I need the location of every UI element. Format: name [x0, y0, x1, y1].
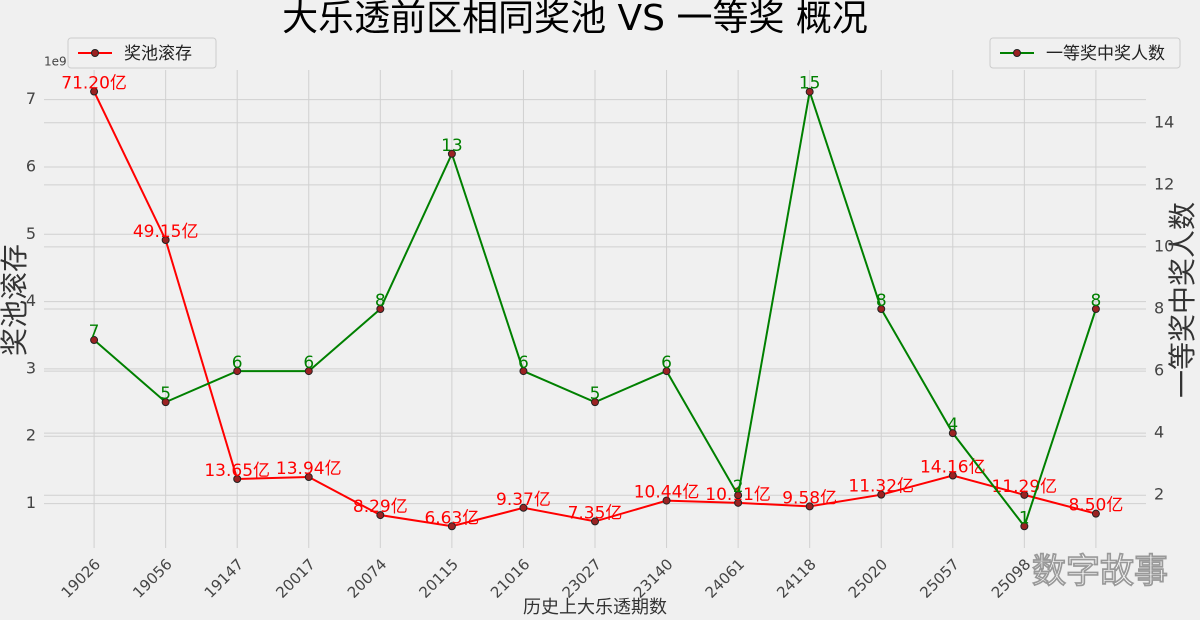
data-point: [519, 367, 528, 376]
data-label: 5: [590, 384, 601, 404]
y-tick-label: 6: [26, 156, 36, 175]
y-tick-label: 2: [26, 426, 36, 445]
data-label: 11.29亿: [992, 477, 1058, 497]
x-axis-label: 历史上大乐透期数: [523, 597, 667, 618]
data-point: [1091, 509, 1100, 518]
data-label: 8.29亿: [353, 497, 408, 517]
data-label: 14.16亿: [920, 458, 986, 478]
data-label: 9.37亿: [496, 490, 551, 510]
data-point: [734, 491, 743, 500]
data-point: [304, 367, 313, 376]
data-point: [948, 471, 957, 480]
data-label: 13: [441, 136, 463, 156]
data-label: 71.20亿: [61, 74, 127, 94]
data-label: 7.35亿: [568, 503, 623, 523]
data-label: 7: [89, 322, 100, 342]
data-point: [948, 429, 957, 438]
data-point: [447, 149, 456, 158]
data-label: 13.94亿: [276, 459, 342, 479]
data-point: [1020, 522, 1029, 531]
y-offset-label: 1e9: [44, 55, 67, 69]
data-label: 4: [947, 415, 958, 435]
data-label: 8: [876, 291, 887, 311]
data-label: 1: [1019, 508, 1030, 528]
legend-box: [67, 37, 217, 69]
y-tick-label: 3: [26, 358, 36, 377]
data-label: 2: [733, 477, 744, 497]
y-tick-label: 1: [26, 493, 36, 512]
y2-tick-label: 14: [1154, 112, 1174, 131]
y-tick-label: 5: [26, 224, 36, 243]
y-tick-label: 7: [26, 89, 36, 108]
data-point: [734, 498, 743, 507]
y2-tick-label: 8: [1154, 299, 1164, 318]
data-point: [662, 496, 671, 505]
data-point: [447, 522, 456, 531]
data-point: [805, 87, 814, 96]
data-label: 11.32亿: [848, 477, 914, 497]
data-label: 5: [160, 384, 171, 404]
data-label: 10.44亿: [634, 483, 700, 503]
data-point: [519, 503, 528, 512]
y2-tick-label: 10: [1154, 236, 1174, 255]
data-label: 8.50亿: [1068, 496, 1123, 516]
y-axis-label: 奖池滚存: [0, 244, 31, 356]
legend-label: 奖池滚存: [124, 44, 192, 64]
data-point: [591, 517, 599, 526]
data-point: [591, 398, 599, 407]
data-point: [90, 336, 99, 345]
data-label: 8: [375, 291, 386, 311]
data-point: [376, 511, 385, 520]
data-label: 8: [1090, 291, 1101, 311]
data-point: [161, 398, 170, 407]
data-label: 6.63亿: [424, 508, 479, 528]
data-point: [304, 473, 313, 482]
legend-box: [989, 37, 1181, 69]
data-point: [1091, 305, 1100, 313]
data-label: 9.58亿: [782, 488, 837, 508]
legend-marker: [1013, 49, 1021, 57]
data-label: 49.15亿: [133, 222, 199, 242]
data-point: [161, 235, 170, 244]
data-point: [877, 305, 886, 313]
data-point: [233, 367, 242, 376]
legend-label: 一等奖中奖人数: [1046, 44, 1165, 64]
legend-marker: [91, 49, 99, 57]
data-label: 6: [303, 353, 314, 373]
data-label: 13.65亿: [204, 461, 270, 481]
y-tick-label: 4: [26, 291, 36, 310]
y2-tick-label: 2: [1154, 485, 1164, 504]
data-label: 6: [518, 353, 529, 373]
data-point: [1020, 490, 1029, 499]
data-label: 6: [661, 353, 672, 373]
data-label: 15: [799, 74, 821, 94]
data-point: [662, 367, 671, 376]
data-point: [376, 305, 385, 313]
y2-tick-label: 12: [1154, 174, 1174, 193]
data-point: [805, 502, 814, 511]
chart-title: 大乐透前区相同奖池 VS 一等奖 概况: [282, 0, 868, 39]
watermark: 数字故事: [1032, 552, 1168, 592]
y2-tick-label: 6: [1154, 361, 1164, 380]
y2-tick-label: 4: [1154, 423, 1164, 442]
y2-axis-label: 一等奖中奖人数: [1166, 202, 1199, 398]
data-point: [233, 474, 242, 483]
data-point: [877, 490, 886, 499]
data-label: 6: [232, 353, 243, 373]
data-point: [90, 87, 99, 96]
